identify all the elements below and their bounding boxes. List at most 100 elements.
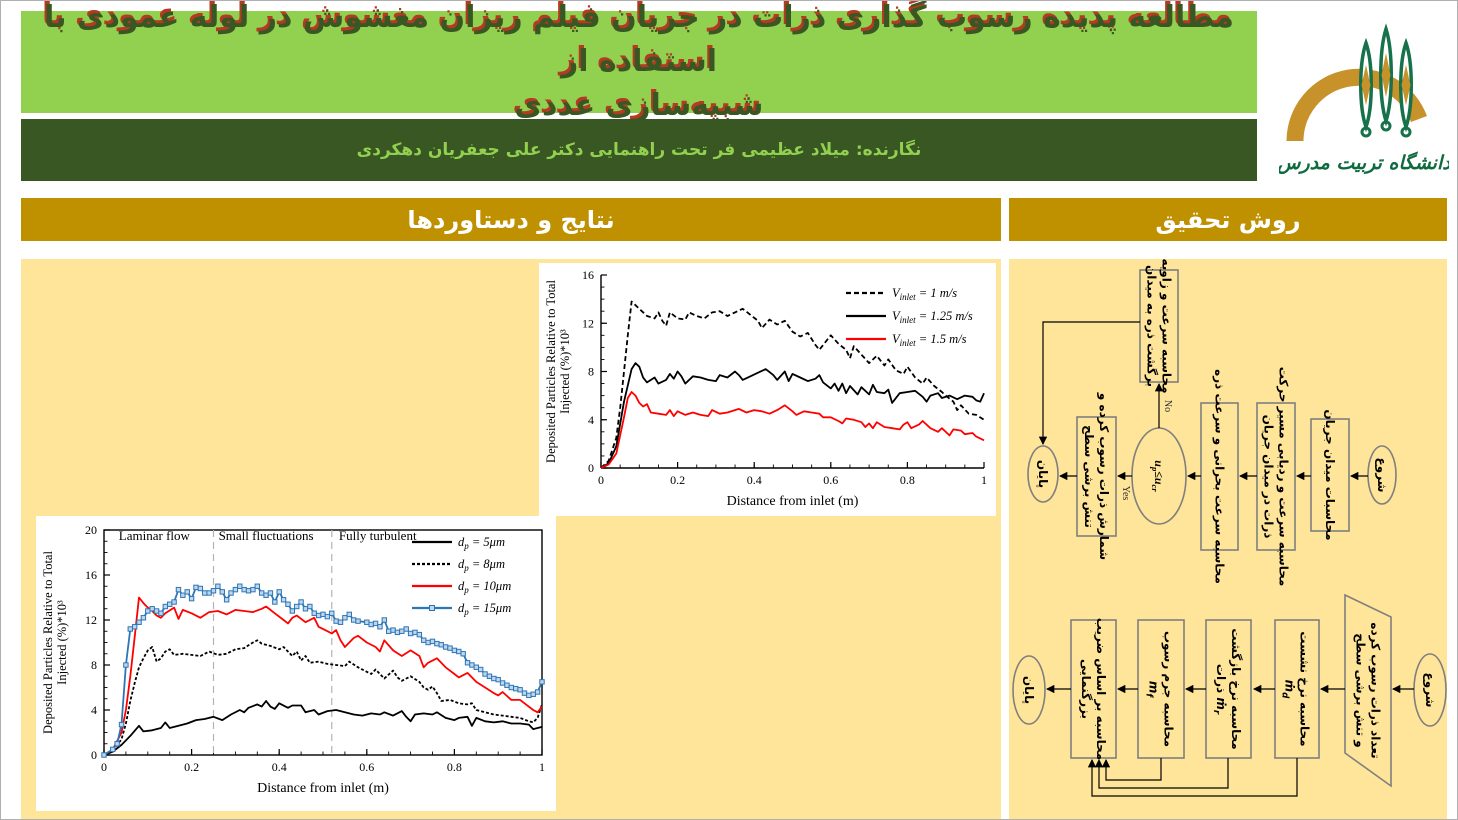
section-header-results: نتایج و دستاوردها [21,198,1001,241]
poster-title-line2: شبیه‌سازی عددی [514,88,764,123]
legend-label: dp = 8μm [458,557,505,573]
flowchart-node-pt-start: شروع [1367,445,1397,505]
flowchart-node-label: محاسبه جرم رسوبmf [1144,631,1176,747]
title-band: مطالعه پدیده رسوب گذاری ذرات در جریان فی… [21,1,1257,123]
y-tick-label: 20 [85,523,97,537]
flowchart-arrow [1087,758,1298,797]
chart-particle-diameter: 0 0.2 0.4 0.6 0.8 1 0 4 8 12 16 20 Distance from inl… [36,516,556,811]
x-tick-label: 1 [539,760,545,774]
flowchart-arrow [1038,321,1140,446]
chart-legend: dp = 5μm dp = 8μm dp = 10μm dp = 15μm [412,535,511,617]
flowchart-node-label: شروع [1422,673,1437,708]
x-tick-label: 0.8 [900,473,915,487]
legend-label: Vinlet = 1.5 m/s [892,332,967,348]
y-tick-label: 0 [588,461,594,475]
chart-series-2 [103,596,543,756]
flowchart-node-label: شروع [1374,458,1389,493]
y-tick-label: 8 [588,365,594,379]
chart-series-1 [600,362,985,469]
flowchart-node-pt-count: شمارش ذرات رسوب کرده وتنش برشی سطح [1076,392,1117,560]
results-panel: 0 0.2 0.4 0.6 0.8 1 0 4 8 12 16 Distance from inlet… [21,259,1001,819]
flowchart-node-label: پایان [1036,460,1050,488]
region-label: Laminar flow [119,528,191,543]
y-axis-title: Deposited Particles Relative to TotalInj… [544,280,572,463]
flowchart-node-pt-track: محاسبه سرعت و ردیابی مسیر حرکتذرات در می… [1256,367,1296,587]
legend-label: Vinlet = 1.25 m/s [892,309,973,325]
flowchart-node-fm-ret: محاسبه نرخ بازگشتذرات ṁr [1205,619,1252,759]
x-tick-label: 0.6 [359,760,374,774]
x-axis-title: Distance from inlet (m) [727,494,859,509]
flowchart-node-label: محاسبه سرعت و زاویهبرگشت ذره به میدان [1145,259,1174,393]
chart-series-0 [600,300,985,469]
y-tick-label: 16 [582,268,594,282]
y-tick-label: 12 [85,613,97,627]
x-tick-label: 0 [101,760,107,774]
chart-inlet-velocity: 0 0.2 0.4 0.6 0.8 1 0 4 8 12 16 Distance from inlet… [539,263,996,516]
chart-series-0 [103,700,543,756]
method-flowcharts: شروع محاسبات میدان جریان محاسبه سرعت و ردی… [1012,259,1447,797]
y-tick-label: 8 [91,658,97,672]
chart-series-3 [101,583,545,758]
flowchart-node-pt-field: محاسبات میدان جریان [1310,409,1350,541]
flowchart-edge-label: Yes [1120,486,1131,501]
x-tick-label: 1 [981,473,987,487]
y-axis-title: Deposited Particles Relative to TotalInj… [41,551,69,734]
legend-label: dp = 10μm [458,579,511,595]
y-tick-label: 0 [91,748,97,762]
flowchart-node-label: up≤ucr [1150,460,1166,492]
section-title-results: نتایج و دستاوردها [407,205,615,234]
y-tick-label: 16 [85,568,97,582]
flowchart-edge-label: No [1162,400,1173,412]
chart-svg-1: 0 0.2 0.4 0.6 0.8 1 0 4 8 12 16 20 Distance from inl… [41,523,545,796]
flowchart-node-fm-end: پایان [1012,655,1046,725]
flowchart-node-label: شمارش ذرات رسوب کرده وتنش برشی سطح [1082,392,1111,560]
chart-series-1 [103,639,543,756]
y-tick-label: 4 [588,413,594,427]
chart-series-2 [600,391,985,469]
method-panel: شروع محاسبات میدان جریان محاسبه سرعت و ردی… [1009,259,1447,819]
legend-label: dp = 5μm [458,535,505,551]
flowchart-node-label: محاسبه بر اساس ضریببزرگنمایی [1079,618,1108,760]
flowchart-node-label: محاسبه سرعت و ردیابی مسیر حرکتذرات در می… [1262,367,1291,587]
flowchart-node-label: تعداد ذرات رسوب کردهو تنش برشی سطح [1353,622,1383,758]
x-tick-label: 0.8 [447,760,462,774]
flowchart-node-label: محاسبه نرخ بازگشتذرات ṁr [1211,628,1243,749]
chart-legend: Vinlet = 1 m/s Vinlet = 1.25 m/s Vinlet = … [846,286,973,348]
x-tick-label: 0.6 [823,473,838,487]
x-tick-label: 0.4 [272,760,287,774]
region-label: Small fluctuations [219,528,314,543]
flowchart-node-fm-scale: محاسبه بر اساس ضریببزرگنمایی [1070,618,1117,760]
chart-svg-0: 0 0.2 0.4 0.6 0.8 1 0 4 8 12 16 Distance from inlet… [544,268,987,509]
chart-axes [103,529,543,756]
logo-caption: دانشگاه تربیت مدرس [1279,151,1449,174]
flowchart-node-label: محاسبه سرعت بحرانی و سرعت ذره [1212,369,1227,584]
y-tick-label: 12 [582,316,594,330]
x-axis-title: Distance from inlet (m) [257,781,389,796]
legend-label: Vinlet = 1 m/s [892,286,957,302]
y-tick-label: 4 [91,703,97,717]
flowchart-node-pt-end: پایان [1027,445,1059,503]
university-logo-graphic: دانشگاه تربیت مدرس [1276,23,1451,174]
flowchart-node-fm-start: شروع [1413,653,1447,727]
university-logo: دانشگاه تربیت مدرس [1276,3,1451,191]
logo-trees [1359,23,1413,138]
section-title-method: روش تحقیق [1155,205,1301,234]
x-tick-label: 0 [598,473,604,487]
x-tick-label: 0.4 [747,473,762,487]
section-header-method: روش تحقیق [1009,198,1447,241]
flowchart-node-label: محاسبه نرخ نشستṁd [1280,631,1312,746]
flowchart-node-pt-critical: محاسبه سرعت بحرانی و سرعت ذره [1200,369,1239,584]
flowchart-node-label: پایان [1022,676,1036,704]
flowchart-arrow [1101,758,1162,781]
author-text: نگارنده: میلاد عظیمی فر تحت راهنمایی دکت… [356,140,922,160]
flowchart-node-label: محاسبات میدان جریان [1323,409,1337,540]
flowchart-node-fm-mass: محاسبه جرم رسوبmf [1137,619,1185,759]
x-tick-label: 0.2 [670,473,685,487]
flowchart-node-fm-dep: محاسبه نرخ نشستṁd [1274,619,1320,759]
author-bar: نگارنده: میلاد عظیمی فر تحت راهنمایی دکت… [21,119,1257,181]
flowchart-arrow [1094,758,1229,789]
x-tick-label: 0.2 [184,760,199,774]
region-label: Fully turbulent [339,528,417,543]
flowchart-node-fm-input: تعداد ذرات رسوب کردهو تنش برشی سطح [1344,593,1392,788]
